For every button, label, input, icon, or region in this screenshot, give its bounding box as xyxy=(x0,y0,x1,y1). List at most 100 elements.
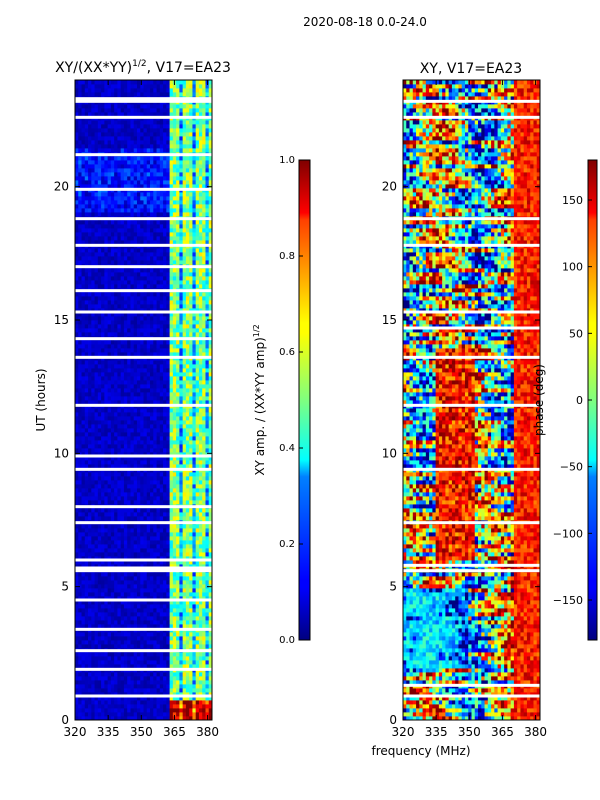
heatmap-cell xyxy=(208,664,213,669)
heatmap-cell xyxy=(123,424,128,429)
heatmap-cell xyxy=(205,304,210,309)
heatmap-cell xyxy=(198,396,203,401)
heatmap-cell xyxy=(198,700,203,705)
heatmap-cell xyxy=(117,392,122,397)
heatmap-cell xyxy=(91,688,95,693)
heatmap-cell xyxy=(127,584,131,589)
heatmap-cell xyxy=(146,344,151,349)
heatmap-cell xyxy=(172,280,177,285)
heatmap-cell xyxy=(136,268,141,273)
heatmap-cell xyxy=(202,600,206,605)
heatmap-cell xyxy=(104,348,109,353)
heatmap-cell xyxy=(88,428,92,433)
heatmap-cell xyxy=(91,700,95,705)
heatmap-cell xyxy=(198,460,203,465)
heatmap-cell xyxy=(176,424,180,429)
heatmap-cell xyxy=(166,532,170,537)
heatmap-cell xyxy=(91,584,95,589)
heatmap-cell xyxy=(143,300,148,305)
heatmap-cell xyxy=(208,344,213,349)
heatmap-cell xyxy=(97,304,102,309)
heatmap-cell xyxy=(104,480,109,485)
heatmap-cell xyxy=(172,676,177,681)
heatmap-cell xyxy=(153,552,157,557)
heatmap-cell xyxy=(153,436,157,441)
heatmap-cell xyxy=(179,396,184,401)
heatmap-cell xyxy=(153,576,157,581)
heatmap-cell xyxy=(146,440,151,445)
heatmap-cell xyxy=(179,644,184,649)
heatmap-cell xyxy=(176,688,180,693)
heatmap-cell xyxy=(195,248,200,253)
heatmap-cell xyxy=(189,344,193,349)
heatmap-cell xyxy=(104,436,109,441)
heatmap-cell xyxy=(94,428,99,433)
heatmap-cell xyxy=(88,656,92,661)
heatmap-cell xyxy=(179,692,184,697)
heatmap-cell xyxy=(133,616,138,621)
heatmap-cell xyxy=(172,524,177,529)
heatmap-cell xyxy=(127,432,131,437)
heatmap-cell xyxy=(136,424,141,429)
heatmap-cell xyxy=(153,344,157,349)
heatmap-cell xyxy=(91,592,95,597)
heatmap-cell xyxy=(163,712,167,717)
heatmap-cell xyxy=(202,340,206,345)
heatmap-cell xyxy=(123,380,128,385)
heatmap-cell xyxy=(78,560,82,565)
heatmap-cell xyxy=(169,380,174,385)
heatmap-cell xyxy=(136,616,141,621)
heatmap-cell xyxy=(143,252,148,257)
heatmap-cell xyxy=(159,248,164,253)
heatmap-cell xyxy=(159,480,164,485)
heatmap-cell xyxy=(78,512,82,517)
heatmap-cell xyxy=(166,596,170,601)
heatmap-cell xyxy=(120,280,125,285)
heatmap-cell xyxy=(114,612,118,617)
heatmap-cell xyxy=(133,324,138,329)
heatmap-cell xyxy=(166,280,170,285)
heatmap-cell xyxy=(192,432,197,437)
heatmap-cell xyxy=(172,692,177,697)
heatmap-cell xyxy=(110,320,115,325)
heatmap-cell xyxy=(163,480,167,485)
heatmap-cell xyxy=(140,620,144,625)
heatmap-cell xyxy=(75,348,79,353)
heatmap-cell xyxy=(127,412,131,417)
heatmap-cell xyxy=(195,460,200,465)
heatmap-cell xyxy=(156,432,161,437)
heatmap-cell xyxy=(179,500,184,505)
heatmap-cell xyxy=(179,588,184,593)
heatmap-cell xyxy=(176,392,180,397)
heatmap-cell xyxy=(75,576,79,581)
heatmap-cell xyxy=(166,376,170,381)
heatmap-cell xyxy=(169,256,174,261)
heatmap-cell xyxy=(195,436,200,441)
heatmap-cell xyxy=(156,656,161,661)
heatmap-cell xyxy=(114,556,118,561)
heatmap-cell xyxy=(153,584,157,589)
heatmap-cell xyxy=(169,316,174,321)
heatmap-cell xyxy=(133,396,138,401)
heatmap-cell xyxy=(146,684,151,689)
heatmap-cell xyxy=(143,268,148,273)
heatmap-cell xyxy=(179,400,184,405)
heatmap-cell xyxy=(140,292,144,297)
heatmap-cell xyxy=(182,376,187,381)
heatmap-cell xyxy=(153,312,157,317)
heatmap-cell xyxy=(140,680,144,685)
heatmap-cell xyxy=(205,352,210,357)
heatmap-cell xyxy=(195,408,200,413)
heatmap-cell xyxy=(91,316,95,321)
heatmap-cell xyxy=(117,640,122,645)
heatmap-cell xyxy=(192,532,197,537)
heatmap-cell xyxy=(120,344,125,349)
heatmap-cell xyxy=(185,344,190,349)
heatmap-cell xyxy=(78,276,82,281)
heatmap-cell xyxy=(91,556,95,561)
heatmap-cell xyxy=(117,548,122,553)
heatmap-cell xyxy=(91,536,95,541)
heatmap-cell xyxy=(101,676,105,681)
heatmap-cell xyxy=(146,532,151,537)
heatmap-cell xyxy=(185,416,190,421)
